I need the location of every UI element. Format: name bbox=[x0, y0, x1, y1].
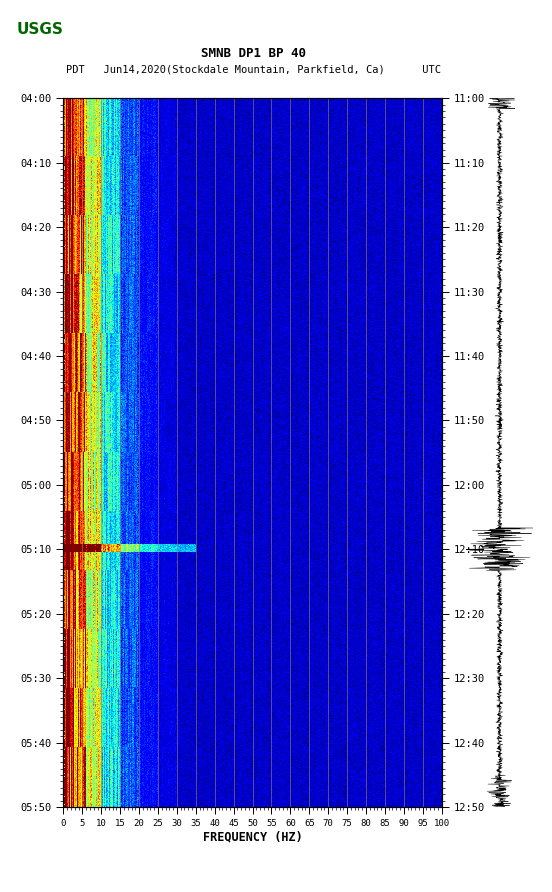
Text: SMNB DP1 BP 40: SMNB DP1 BP 40 bbox=[201, 47, 306, 60]
X-axis label: FREQUENCY (HZ): FREQUENCY (HZ) bbox=[203, 830, 302, 844]
Text: PDT   Jun14,2020(Stockdale Mountain, Parkfield, Ca)      UTC: PDT Jun14,2020(Stockdale Mountain, Parkf… bbox=[66, 64, 442, 75]
Text: USGS: USGS bbox=[17, 22, 63, 37]
